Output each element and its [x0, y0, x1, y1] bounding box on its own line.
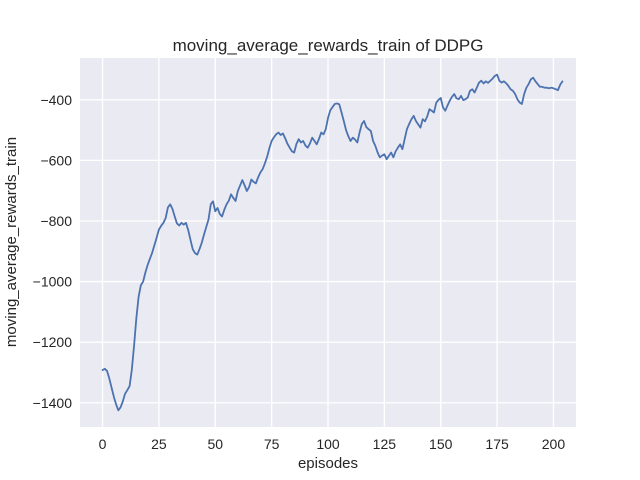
- x-tick-label: 125: [373, 436, 397, 452]
- y-tick-label: −800: [40, 213, 72, 229]
- gridlines: [80, 58, 576, 427]
- series-line: [101, 73, 564, 412]
- y-tick-label: −1000: [33, 274, 73, 290]
- y-tick-label: −1400: [33, 395, 73, 411]
- y-tick-labels: −400 −600 −800 −1000 −1200 −1400: [33, 92, 73, 411]
- y-tick-label: −1200: [33, 334, 73, 350]
- x-tick-label: 150: [429, 436, 453, 452]
- chart-title: moving_average_rewards_train of DDPG: [173, 36, 484, 55]
- x-tick-labels: 0 25 50 75 100 125 150 175 200: [99, 436, 566, 452]
- x-tick-label: 75: [264, 436, 280, 452]
- x-axis-label: episodes: [298, 455, 358, 472]
- x-tick-label: 100: [316, 436, 340, 452]
- x-tick-label: 50: [207, 436, 223, 452]
- x-tick-label: 0: [99, 436, 107, 452]
- x-tick-label: 25: [151, 436, 167, 452]
- x-tick-label: 175: [485, 436, 509, 452]
- y-tick-label: −600: [40, 152, 72, 168]
- y-tick-label: −400: [40, 92, 72, 108]
- y-axis-label: moving_average_rewards_train: [3, 137, 20, 347]
- x-tick-label: 200: [542, 436, 566, 452]
